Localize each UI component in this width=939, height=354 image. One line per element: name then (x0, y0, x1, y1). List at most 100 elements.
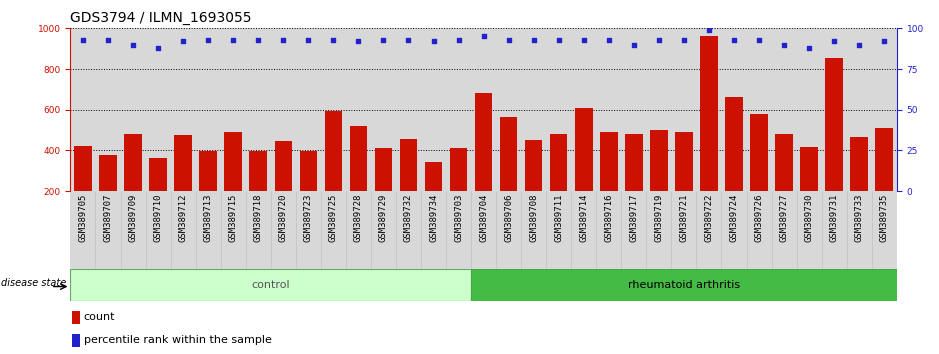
Bar (246, 28, 270, 191)
Point (701, 27, 716, 33)
Bar (100, 154, 116, 191)
Bar (747, 28, 772, 191)
Point (551, 37, 566, 42)
Point (727, 37, 742, 42)
Point (751, 37, 766, 42)
Bar (500, 117, 517, 191)
Bar (571, 28, 596, 191)
Bar (571, 191, 596, 269)
Text: GSM389731: GSM389731 (830, 194, 839, 242)
Bar (424, 162, 442, 191)
Text: GSM389734: GSM389734 (429, 194, 438, 242)
Point (526, 37, 541, 42)
Bar (750, 114, 768, 191)
Text: GSM389708: GSM389708 (530, 194, 538, 242)
Point (300, 37, 316, 42)
Point (100, 37, 115, 42)
Bar (772, 191, 796, 269)
Text: GSM389705: GSM389705 (79, 194, 87, 242)
Bar (270, 191, 296, 269)
Bar (622, 191, 646, 269)
Text: percentile rank within the sample: percentile rank within the sample (84, 335, 271, 346)
Bar (296, 28, 321, 191)
Bar (321, 28, 346, 191)
Bar (124, 134, 142, 191)
Bar (721, 28, 747, 191)
Text: GSM389725: GSM389725 (329, 194, 338, 242)
Bar (421, 191, 446, 269)
Text: GSM389728: GSM389728 (354, 194, 362, 242)
Point (176, 39, 191, 44)
Bar (625, 134, 642, 191)
Bar (274, 141, 292, 191)
Bar (120, 28, 146, 191)
Text: disease state: disease state (1, 278, 66, 289)
Bar (171, 191, 195, 269)
Point (601, 37, 616, 42)
Text: GSM389707: GSM389707 (103, 194, 113, 242)
Bar (396, 28, 421, 191)
Point (676, 37, 691, 42)
Bar (446, 191, 471, 269)
Text: rheumatoid arthritis: rheumatoid arthritis (628, 280, 740, 290)
Bar (221, 191, 246, 269)
Text: GSM389730: GSM389730 (805, 194, 813, 242)
Bar (697, 191, 721, 269)
Bar (796, 191, 822, 269)
Point (476, 34, 491, 39)
Bar (875, 128, 893, 191)
Bar (70, 28, 96, 191)
Bar (74, 147, 92, 191)
Bar (822, 191, 847, 269)
Bar (847, 28, 871, 191)
Text: GSM389733: GSM389733 (854, 194, 864, 242)
Bar (446, 28, 471, 191)
Bar (346, 191, 371, 269)
Bar (700, 36, 717, 191)
Point (351, 39, 366, 44)
Bar (146, 28, 171, 191)
Text: GSM389717: GSM389717 (629, 194, 639, 242)
Bar (321, 191, 346, 269)
Bar (671, 191, 697, 269)
Bar (72, 334, 80, 347)
Bar (221, 28, 246, 191)
Bar (250, 152, 267, 191)
Bar (521, 28, 546, 191)
Text: GSM389720: GSM389720 (279, 194, 287, 242)
Text: GSM389711: GSM389711 (554, 194, 563, 242)
Bar (450, 148, 468, 191)
Text: count: count (84, 312, 115, 322)
Bar (847, 191, 871, 269)
Text: GSM389719: GSM389719 (654, 194, 663, 242)
Bar (400, 139, 417, 191)
Point (326, 37, 341, 42)
Bar (96, 28, 120, 191)
Bar (646, 28, 671, 191)
Bar (70, 269, 471, 301)
Bar (871, 191, 897, 269)
Bar (120, 191, 146, 269)
Bar (270, 28, 296, 191)
Bar (596, 191, 622, 269)
Bar (776, 134, 793, 191)
Point (852, 42, 867, 47)
Bar (697, 28, 721, 191)
Text: GSM389710: GSM389710 (154, 194, 162, 242)
Point (802, 45, 817, 51)
Bar (296, 191, 321, 269)
Bar (800, 147, 818, 191)
Bar (471, 191, 496, 269)
Bar (646, 191, 671, 269)
Bar (195, 28, 221, 191)
Bar (70, 191, 96, 269)
Bar (796, 28, 822, 191)
Bar (349, 126, 367, 191)
Point (877, 39, 892, 44)
Point (577, 37, 592, 42)
Bar (171, 28, 195, 191)
Bar (199, 152, 217, 191)
Bar (195, 191, 221, 269)
Bar (772, 28, 796, 191)
Text: GSM389715: GSM389715 (229, 194, 238, 242)
